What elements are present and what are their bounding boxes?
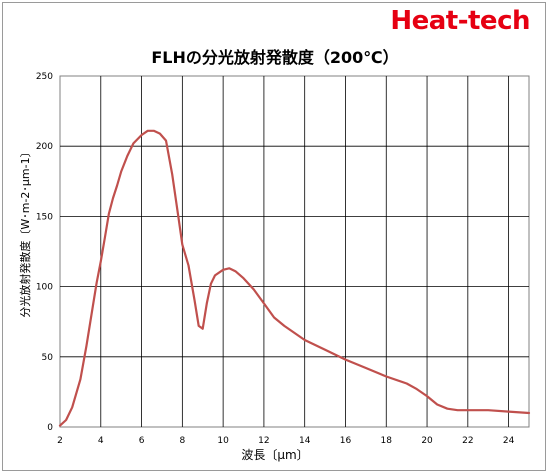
x-tick-label: 6 — [139, 436, 145, 446]
x-axis-label: 波長〔μm〕 — [241, 448, 309, 462]
plot-area — [59, 75, 530, 428]
y-tick-label: 50 — [42, 353, 54, 363]
y-tick-label: 0 — [47, 423, 53, 433]
x-tick-label: 14 — [299, 436, 311, 446]
y-tick-label: 100 — [36, 283, 53, 293]
chart-title: FLHの分光放射発散度（200℃） — [151, 48, 399, 67]
x-tick-label: 2 — [57, 436, 63, 446]
x-tick-label: 22 — [462, 436, 473, 446]
x-tick-label: 10 — [217, 436, 229, 446]
x-tick-label: 16 — [340, 436, 352, 446]
x-tick-label: 24 — [503, 436, 515, 446]
y-tick-label: 200 — [36, 142, 53, 152]
x-tick-label: 20 — [421, 436, 433, 446]
x-tick-label: 12 — [258, 436, 269, 446]
x-tick-label: 8 — [179, 436, 185, 446]
series-line — [58, 129, 531, 427]
x-tick-label: 18 — [381, 436, 393, 446]
brand-logo: Heat-tech — [390, 6, 530, 36]
y-axis-label: 分光放射発散度〔W･m-2･μm-1〕 — [19, 146, 32, 318]
y-tick-label: 250 — [36, 72, 53, 82]
x-tick-label: 4 — [98, 436, 104, 446]
y-tick-label: 150 — [36, 212, 53, 222]
